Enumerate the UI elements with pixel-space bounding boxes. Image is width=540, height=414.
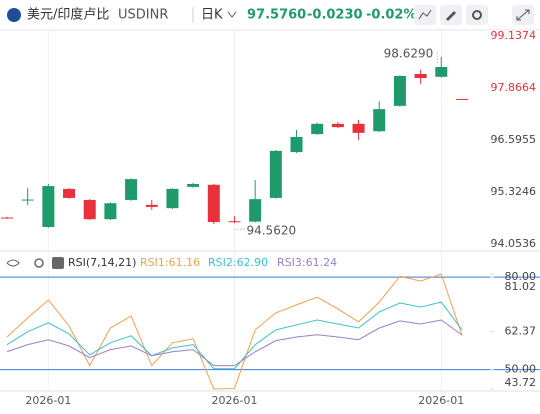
gear-icon[interactable] [34,258,44,268]
annotation: 94.5620 [246,224,296,238]
legend-entry: RSI1:61.16 [140,256,200,269]
legend-entry: RSI2:62.90 [208,256,268,269]
candle-body [435,66,448,77]
rsi-line [6,273,463,390]
eye-icon[interactable] [6,259,20,267]
rsi-icon [52,257,64,269]
candle-body [249,199,262,222]
draw-icon [446,11,456,21]
flag-icon [7,8,21,22]
annotation: 98.6290 [384,46,434,60]
y-tick-label: 80.00 [505,270,537,283]
candle-body [166,188,179,209]
y-tick-label: 97.8664 [491,81,537,94]
candle-body [228,221,241,223]
dropdown-icon[interactable] [227,11,237,18]
candle-body [145,204,158,207]
candle-body [393,75,406,106]
y-tick-label: 95.3246 [491,185,537,198]
candle-body [455,98,468,100]
candle-body [352,123,365,133]
y-tick-label: 43.72 [505,376,537,389]
candle-body [207,184,220,223]
fullscreen-icon [516,9,530,21]
period[interactable]: 日K [201,8,223,23]
candle-body [187,184,200,187]
candle-body [63,188,76,198]
code: USDINR [118,8,168,23]
settings-icon [472,10,482,20]
price: 97.5760 [247,8,306,23]
y-tick-label: 99.1374 [491,29,537,42]
candle-body [125,179,138,200]
y-tick-label: 96.5955 [491,133,537,146]
change-pct: -0.02% [366,8,417,23]
change: -0.0230 [307,8,363,23]
candle-body [311,123,324,135]
candle-body [290,136,303,153]
candle-body [21,199,34,201]
candle-body [1,217,13,219]
rsi-line [6,301,463,370]
candle-body [83,199,96,220]
rsi-title: RSI(7,14,21) [68,256,136,269]
y-tick-label: 81.02 [505,280,537,293]
candle-body [331,123,344,128]
y-tick-label: 62.37 [505,325,537,338]
candle-body [269,150,282,198]
candle-body [104,203,117,220]
settings-button[interactable] [466,5,488,25]
x-tick-label: 2026-01 [25,394,71,407]
legend-entry: RSI3:61.24 [277,256,337,269]
x-tick-label: 2026-01 [418,394,464,407]
y-tick-label: 94.0536 [491,237,537,250]
x-tick-label: 2026-01 [211,394,257,407]
rsi-line [6,319,463,367]
y-tick-label: 50.00 [505,363,537,376]
candle-body [414,73,427,79]
candle-body [42,186,55,227]
symbol: 美元/印度卢比 [27,7,109,23]
indicator-icon [418,9,432,20]
candle-body [373,109,386,132]
